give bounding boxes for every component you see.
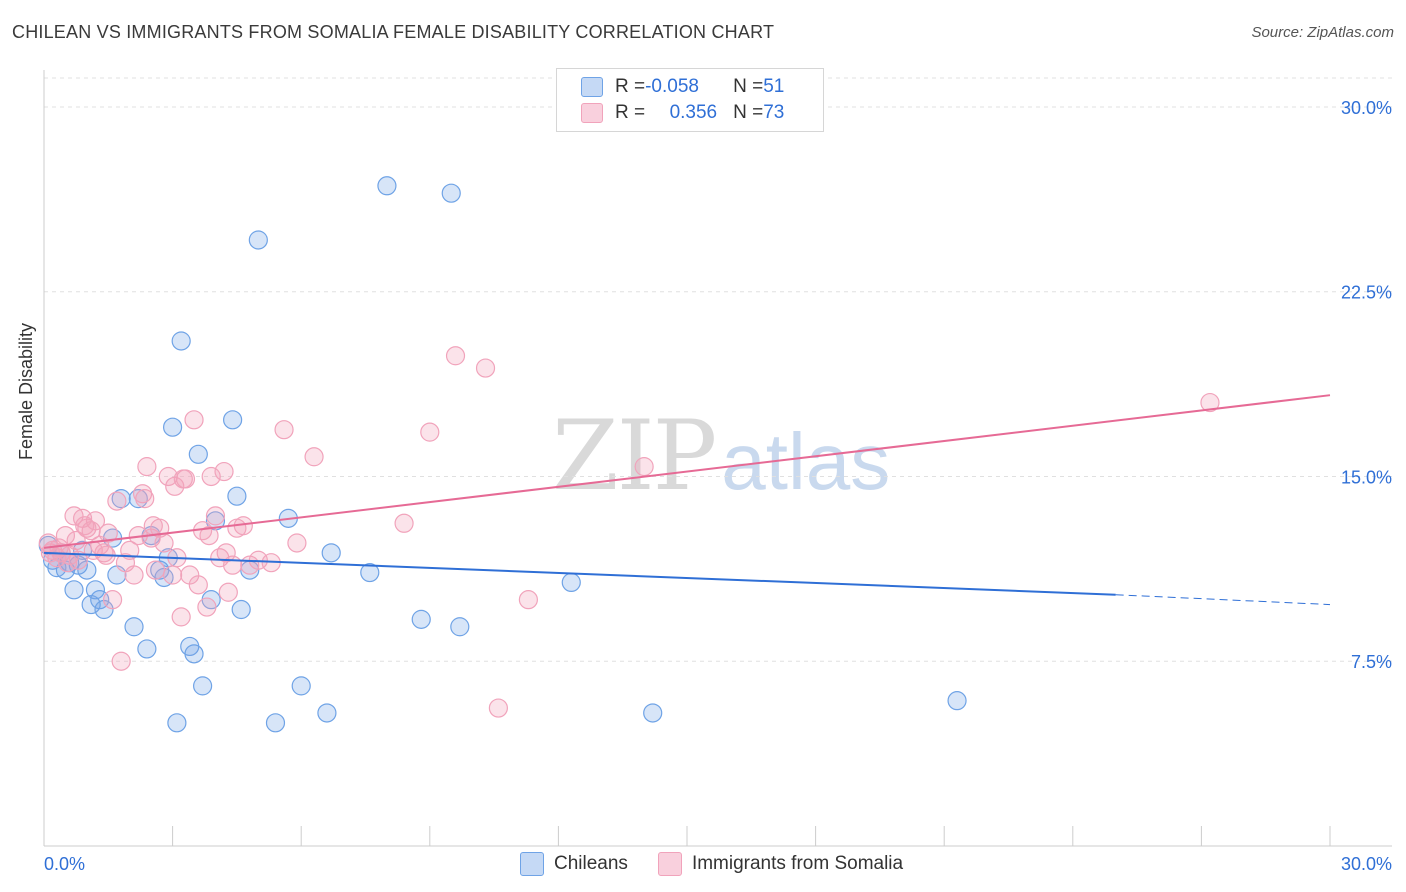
legend-n-label: N = <box>733 102 764 123</box>
chilean-point <box>167 713 187 733</box>
legend-label-chileans: Chileans <box>554 853 628 874</box>
chart-title: CHILEAN VS IMMIGRANTS FROM SOMALIA FEMAL… <box>12 22 775 42</box>
legend-r-value: -0.058 <box>645 76 699 97</box>
legend-swatch-blue <box>581 77 603 97</box>
legend-swatch-somalia <box>657 852 682 876</box>
somalia-point <box>135 489 155 509</box>
somalia-point <box>154 533 174 553</box>
chilean-point <box>321 543 341 563</box>
somalia-point <box>137 457 157 477</box>
y-tick-label: 7.5% <box>1351 652 1392 672</box>
chilean-point <box>184 644 204 664</box>
somalia-point <box>171 607 191 627</box>
y-axis-label: Female Disability <box>16 322 36 460</box>
chilean-point <box>317 703 337 723</box>
legend-swatch-chileans <box>520 852 544 876</box>
somalia-point <box>488 698 508 718</box>
legend-item-somalia: Immigrants from Somalia <box>657 852 904 876</box>
somalia-point <box>143 516 163 536</box>
somalia-point <box>420 422 440 442</box>
somalia-point <box>394 513 414 533</box>
y-tick-label: 30.0% <box>1341 98 1392 118</box>
legend-r-label: R = <box>615 102 646 123</box>
x-tick-label-max: 30.0% <box>1341 854 1392 874</box>
chilean-point <box>377 176 397 196</box>
legend-r-value: 0.356 <box>669 102 718 123</box>
somalia-trend-line <box>43 394 1331 549</box>
somalia-point <box>85 511 106 531</box>
chilean-point <box>411 609 431 629</box>
chilean-point <box>265 713 286 733</box>
legend-item-chileans: Chileans <box>520 852 628 876</box>
somalia-point <box>205 506 226 526</box>
chilean-point <box>171 331 191 351</box>
y-tick-label: 15.0% <box>1341 467 1392 487</box>
chilean-point <box>227 486 247 506</box>
chilean-point <box>223 410 243 430</box>
somalia-point <box>173 469 193 489</box>
legend-n-value: 51 <box>763 76 785 97</box>
source-label: Source: ZipAtlas.com <box>1251 24 1394 41</box>
somalia-point <box>197 597 217 617</box>
chilean-point <box>360 562 380 583</box>
chilean-point <box>163 417 183 437</box>
watermark-atlas: atlas <box>721 417 891 506</box>
watermark: ZIPatlas <box>552 400 890 512</box>
somalia-point <box>75 516 95 536</box>
legend-r-label: R = <box>615 76 646 97</box>
legend-n-value: 73 <box>763 102 785 123</box>
chilean-point <box>193 676 213 696</box>
somalia-point <box>107 491 127 511</box>
somalia-point <box>124 565 144 585</box>
somalia-point <box>163 565 183 585</box>
chilean-point <box>137 639 157 659</box>
legend-label-somalia: Immigrants from Somalia <box>691 853 904 874</box>
chilean-point <box>124 617 144 637</box>
somalia-point <box>287 533 307 553</box>
somalia-point <box>518 590 538 610</box>
legend-swatch-pink <box>581 103 603 123</box>
chilean-trend-extension <box>1115 594 1331 606</box>
somalia-point <box>184 410 204 430</box>
somalia-point <box>214 461 234 482</box>
somalia-point <box>274 420 294 440</box>
chilean-trend-line <box>43 551 1116 596</box>
y-tick-label: 22.5% <box>1341 283 1392 303</box>
correlation-legend: R = -0.058 N = 51 R = 0.356 N = 73 <box>556 68 824 132</box>
chilean-point <box>643 703 663 723</box>
somalia-point <box>111 651 131 671</box>
somalia-point <box>102 590 123 610</box>
somalia-point <box>201 466 221 487</box>
somalia-point <box>120 540 140 560</box>
watermark-zip: ZIP <box>552 400 717 512</box>
chilean-point <box>64 580 84 600</box>
chilean-point <box>561 572 581 593</box>
somalia-point <box>57 553 78 573</box>
somalia-point <box>188 575 208 595</box>
series-legend: Chileans Immigrants from Somalia <box>520 852 933 876</box>
somalia-point <box>218 582 238 602</box>
chilean-point <box>85 580 106 600</box>
chilean-point <box>248 230 268 250</box>
chilean-point <box>450 617 470 637</box>
somalia-point <box>199 525 219 546</box>
somalia-point <box>145 560 166 580</box>
chilean-point <box>441 183 461 203</box>
somalia-point <box>475 358 496 378</box>
somalia-point <box>216 543 236 563</box>
chilean-point <box>291 676 311 696</box>
legend-row-chileans: R = -0.058 N = 51 <box>581 75 784 99</box>
somalia-point <box>445 346 466 366</box>
somalia-point <box>98 523 118 543</box>
legend-n-label: N = <box>733 76 764 97</box>
somalia-point <box>634 457 654 477</box>
legend-row-somalia: R = 0.356 N = 73 <box>581 101 784 125</box>
chilean-point <box>231 599 251 620</box>
x-tick-label-min: 0.0% <box>44 854 85 874</box>
somalia-point <box>304 447 324 467</box>
chilean-point <box>947 691 967 711</box>
chilean-point <box>188 444 208 464</box>
somalia-point <box>1200 392 1220 413</box>
